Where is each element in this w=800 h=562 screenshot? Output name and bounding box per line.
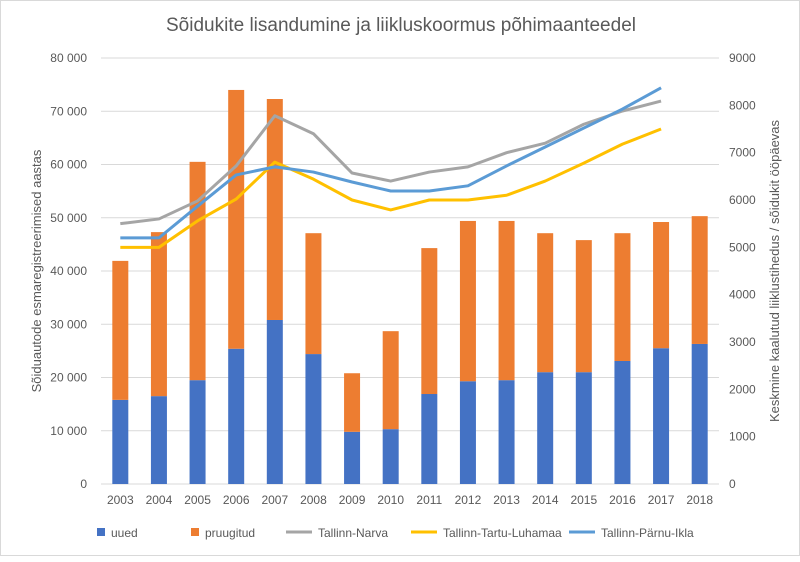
bar-pruugitud: [228, 89, 245, 349]
line-tallinn-narva: [120, 99, 662, 226]
bar-pruugitud: [653, 222, 670, 349]
bar-uued: [150, 396, 167, 484]
x-tick-label: 2013: [493, 493, 520, 507]
x-tick-label: 2005: [184, 493, 211, 507]
bar-uued: [305, 354, 322, 484]
y2-axis-label: Keskmine kaalutud liiklustihedus / sõidu…: [767, 119, 782, 422]
y-tick-label: 10 000: [50, 424, 87, 438]
y-tick-label: 60 000: [50, 158, 87, 172]
x-tick-label: 2015: [570, 493, 597, 507]
legend-label: Tallinn-Narva: [318, 526, 388, 540]
x-tick-label: 2007: [261, 493, 288, 507]
y2-tick-label: 1000: [729, 430, 756, 444]
bar-uued: [421, 394, 438, 484]
bar-pruugitud: [691, 216, 708, 344]
y-tick-label: 50 000: [50, 211, 87, 225]
x-tick-label: 2018: [686, 493, 713, 507]
bar-pruugitud: [189, 161, 206, 381]
bar-uued: [691, 343, 708, 484]
y-tick-label: 40 000: [50, 264, 87, 278]
y2-tick-label: 8000: [729, 98, 756, 112]
bar-pruugitud: [498, 220, 515, 381]
chart-title: Sõidukite lisandumine ja liikluskoormus …: [166, 15, 636, 36]
bar-pruugitud: [382, 331, 399, 430]
bar-uued: [537, 372, 554, 484]
bar-uued: [614, 360, 631, 484]
y-axis-label: Sõiduautode esmaregistreerimised aastas: [29, 149, 44, 392]
legend-label: Tallinn-Pärnu-Ikla: [601, 526, 694, 540]
bar-pruugitud: [537, 233, 554, 373]
y2-tick-label: 7000: [729, 146, 756, 160]
y-tick-label: 30 000: [50, 317, 87, 331]
legend-label: uued: [111, 526, 138, 540]
bar-pruugitud: [150, 232, 167, 397]
bar-pruugitud: [344, 373, 361, 432]
y2-tick-label: 5000: [729, 240, 756, 254]
legend-swatch: [191, 528, 199, 536]
y-tick-label: 70 000: [50, 104, 87, 118]
bar-uued: [228, 348, 245, 484]
y2-tick-label: 9000: [729, 51, 756, 65]
bar-uued: [382, 429, 399, 484]
x-tick-label: 2006: [223, 493, 250, 507]
bar-uued: [112, 399, 129, 484]
y2-tick-label: 6000: [729, 193, 756, 207]
x-tick-label: 2016: [609, 493, 636, 507]
x-tick-label: 2017: [648, 493, 675, 507]
bar-pruugitud: [575, 240, 592, 373]
bar-pruugitud: [266, 99, 283, 320]
legend-label: pruugitud: [205, 526, 255, 540]
y2-tick-label: 4000: [729, 288, 756, 302]
y2-tick-label: 3000: [729, 335, 756, 349]
x-tick-label: 2009: [339, 493, 366, 507]
x-tick-label: 2004: [146, 493, 173, 507]
bar-pruugitud: [614, 233, 631, 361]
x-tick-label: 2008: [300, 493, 327, 507]
bar-uued: [344, 431, 361, 484]
legend-swatch: [97, 528, 105, 536]
y-tick-label: 0: [80, 477, 87, 491]
bar-uued: [498, 380, 515, 484]
y2-tick-label: 0: [729, 477, 736, 491]
line-tallinn-pärnu-ikla: [120, 86, 662, 240]
x-tick-label: 2012: [455, 493, 482, 507]
y-tick-label: 80 000: [50, 51, 87, 65]
bar-uued: [189, 380, 206, 484]
legend-label: Tallinn-Tartu-Luhamaa: [443, 526, 562, 540]
bar-pruugitud: [459, 220, 476, 382]
x-tick-label: 2010: [377, 493, 404, 507]
x-tick-label: 2014: [532, 493, 559, 507]
bar-uued: [266, 319, 283, 484]
x-tick-label: 2003: [107, 493, 134, 507]
bar-uued: [653, 348, 670, 484]
line-tallinn-tartu-luhamaa: [120, 127, 662, 249]
bar-pruugitud: [112, 260, 129, 400]
x-tick-label: 2011: [416, 493, 442, 507]
bar-uued: [575, 372, 592, 484]
bar-uued: [459, 381, 476, 484]
y-tick-label: 20 000: [50, 371, 87, 385]
bar-pruugitud: [421, 248, 438, 395]
y2-tick-label: 2000: [729, 382, 756, 396]
bar-pruugitud: [305, 233, 322, 355]
